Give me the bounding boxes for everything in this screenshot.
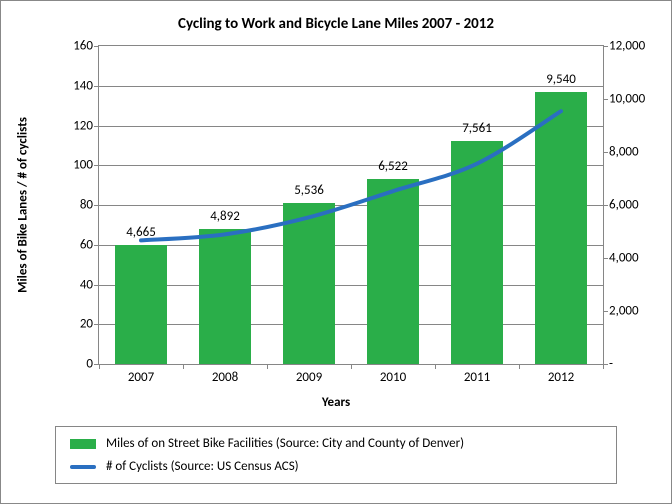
y-left-tick: 80 — [80, 198, 93, 213]
bar-data-label: 4,665 — [126, 225, 156, 240]
bar-data-label: 9,540 — [546, 72, 576, 87]
y-left-tick: 20 — [80, 317, 93, 332]
x-tick: 2011 — [464, 370, 490, 385]
legend-item-line: # of Cyclists (Source: US Census ACS) — [70, 459, 602, 474]
x-tick: 2009 — [296, 370, 322, 385]
bar — [115, 245, 167, 364]
y-right-tick: 8,000 — [609, 145, 639, 160]
y-left-tick: 160 — [73, 39, 93, 54]
x-tick: 2007 — [128, 370, 154, 385]
y-left-tick: 60 — [80, 237, 93, 252]
y-right-tick: 10,000 — [609, 92, 645, 107]
y-right-tick: - — [609, 357, 613, 372]
line-swatch-icon — [70, 465, 96, 469]
x-tick: 2012 — [548, 370, 574, 385]
bar — [535, 92, 587, 364]
chart-title: Cycling to Work and Bicycle Lane Miles 2… — [1, 15, 671, 33]
y-right-tick: 4,000 — [609, 251, 639, 266]
bar — [367, 179, 419, 364]
y-right-tick: 6,000 — [609, 198, 639, 213]
bar — [283, 203, 335, 364]
bar-data-label: 7,561 — [462, 121, 492, 136]
y-left-tick: 140 — [73, 78, 93, 93]
y-left-tick: 40 — [80, 277, 93, 292]
legend-label-bars: Miles of on Street Bike Facilities (Sour… — [106, 436, 464, 451]
y-left-tick: 120 — [73, 118, 93, 133]
y-right-tick: 2,000 — [609, 304, 639, 319]
y-left-axis-title: Miles of Bike Lanes / # of cyclists — [16, 117, 31, 293]
bar-data-label: 5,536 — [294, 183, 324, 198]
bar-swatch-icon — [70, 439, 96, 449]
plot-area: 020406080100120140160-2,0004,0006,0008,0… — [98, 45, 604, 365]
bar — [451, 141, 503, 364]
bar — [199, 229, 251, 364]
y-right-tick: 12,000 — [609, 39, 645, 54]
bar-data-label: 6,522 — [378, 159, 408, 174]
x-tick: 2008 — [212, 370, 238, 385]
bar-data-label: 4,892 — [210, 209, 240, 224]
x-tick: 2010 — [380, 370, 406, 385]
y-left-tick: 0 — [86, 357, 93, 372]
x-axis-title: Years — [1, 395, 671, 410]
legend-item-bars: Miles of on Street Bike Facilities (Sour… — [70, 436, 602, 451]
chart-container: Cycling to Work and Bicycle Lane Miles 2… — [0, 0, 672, 504]
legend: Miles of on Street Bike Facilities (Sour… — [55, 426, 617, 484]
y-left-tick: 100 — [73, 158, 93, 173]
legend-label-line: # of Cyclists (Source: US Census ACS) — [106, 459, 299, 474]
